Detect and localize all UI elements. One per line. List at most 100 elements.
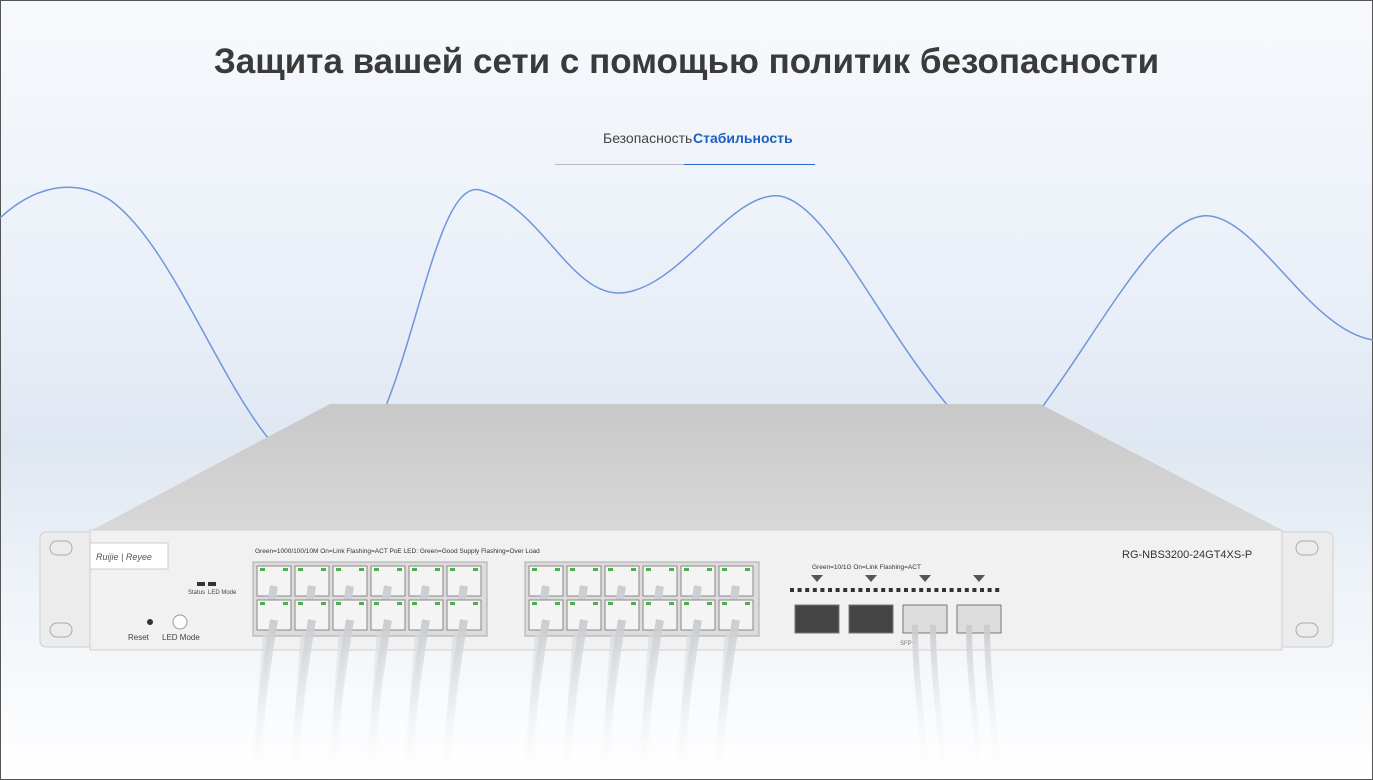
led-mode-button	[173, 615, 187, 629]
port-led	[397, 568, 402, 571]
sfp-led	[950, 588, 954, 592]
port-led	[473, 568, 478, 571]
port-led	[412, 568, 417, 571]
sfp-led	[858, 588, 862, 592]
port-led	[532, 568, 537, 571]
port-led	[473, 602, 478, 605]
sfp-led	[904, 588, 908, 592]
port-led	[646, 568, 651, 571]
sfp-led	[980, 588, 984, 592]
page: Ruijie | Reyee Status LED Mode Reset LED…	[0, 0, 1373, 780]
switch: Ruijie | Reyee Status LED Mode Reset LED…	[40, 404, 1333, 780]
sfp-led	[919, 588, 923, 592]
sfp-led	[965, 588, 969, 592]
port-led	[646, 602, 651, 605]
port-led	[260, 568, 265, 571]
port-led	[707, 602, 712, 605]
sfp-led	[843, 588, 847, 592]
port-led	[450, 602, 455, 605]
sfp-led	[942, 588, 946, 592]
port-led	[608, 568, 613, 571]
sfp-led	[912, 588, 916, 592]
led	[208, 582, 216, 586]
led-mode-label: LED Mode	[208, 590, 237, 596]
port-led	[374, 568, 379, 571]
port-led	[631, 568, 636, 571]
tab-active[interactable]: Стабильность	[693, 130, 793, 146]
sfp-led	[934, 588, 938, 592]
port-led	[745, 568, 750, 571]
switch-top	[92, 404, 1282, 530]
port-led	[555, 602, 560, 605]
sfp-led	[866, 588, 870, 592]
port-led	[359, 568, 364, 571]
port-led	[321, 602, 326, 605]
port-led	[555, 568, 560, 571]
sfp-led	[828, 588, 832, 592]
port-led	[260, 602, 265, 605]
port-led	[722, 568, 727, 571]
sfp-port	[849, 605, 893, 633]
sfp-port	[903, 605, 947, 633]
sfp-led	[927, 588, 931, 592]
port-led	[532, 602, 537, 605]
port-led	[412, 602, 417, 605]
rj45-legend: Green=1000/100/10M On=Link Flashing=ACT …	[255, 548, 540, 555]
port-led	[336, 568, 341, 571]
sfp-legend: Green=10/1G On=Link Flashing=ACT	[812, 564, 921, 571]
sfp-led	[988, 588, 992, 592]
port-led	[669, 568, 674, 571]
reset-label: Reset	[128, 633, 150, 642]
sfp-port	[957, 605, 1001, 633]
port-led	[283, 568, 288, 571]
port-led	[359, 602, 364, 605]
title: Защита вашей сети с помощью политик безо…	[0, 42, 1373, 82]
illustration: Ruijie | Reyee Status LED Mode Reset LED…	[0, 0, 1373, 780]
sfp-port	[795, 605, 839, 633]
sfp-led	[798, 588, 802, 592]
sfp-led	[896, 588, 900, 592]
port-led	[707, 568, 712, 571]
sfp-led	[851, 588, 855, 592]
sfp-led	[836, 588, 840, 592]
port-led	[435, 568, 440, 571]
led-mode-button-label: LED Mode	[162, 633, 200, 642]
led	[197, 582, 205, 586]
port-led	[593, 568, 598, 571]
model: RG-NBS3200-24GT4XS-P	[1122, 549, 1252, 561]
port-led	[684, 602, 689, 605]
port-led	[570, 568, 575, 571]
port-led	[374, 602, 379, 605]
port-led	[684, 568, 689, 571]
port-led	[570, 602, 575, 605]
port-led	[745, 602, 750, 605]
sfp-led	[881, 588, 885, 592]
port-led	[722, 602, 727, 605]
port-led	[608, 602, 613, 605]
tab[interactable]: Безопасность	[603, 130, 692, 146]
port-led	[336, 602, 341, 605]
tabs: Безопасность Стабильность	[555, 126, 815, 165]
port-led	[298, 602, 303, 605]
sfp-led	[790, 588, 794, 592]
sfp-led	[805, 588, 809, 592]
port-led	[435, 602, 440, 605]
status-label: Status	[188, 590, 205, 596]
port-led	[450, 568, 455, 571]
reset-hole	[147, 619, 153, 625]
port-led	[631, 602, 636, 605]
sfp-led	[813, 588, 817, 592]
port-led	[321, 568, 326, 571]
sfp-led	[957, 588, 961, 592]
port-led	[593, 602, 598, 605]
logo: Ruijie | Reyee	[96, 552, 152, 562]
sfp-led	[889, 588, 893, 592]
sfp-led	[972, 588, 976, 592]
port-led	[397, 602, 402, 605]
port-led	[298, 568, 303, 571]
port-led	[283, 602, 288, 605]
sfp-led	[874, 588, 878, 592]
tab-underline	[684, 164, 815, 165]
port-led	[669, 602, 674, 605]
sfp-led	[820, 588, 824, 592]
